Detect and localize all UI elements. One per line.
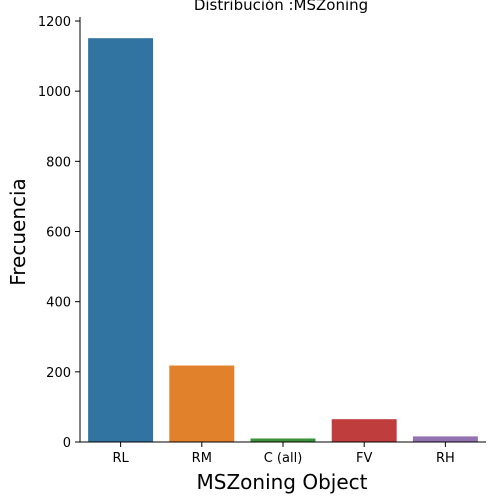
bar-rm: [169, 365, 235, 442]
x-tick-label: RL: [112, 451, 129, 466]
x-tick-label: RH: [436, 451, 455, 466]
x-axis-title: MSZoning Object: [197, 470, 368, 494]
y-tick-label: 400: [46, 296, 71, 311]
y-tick-label: 1000: [38, 85, 71, 100]
bar-rl: [88, 38, 154, 443]
bar-c-all: [250, 438, 316, 442]
chart-title: Distribución :MSZoning: [194, 0, 368, 14]
x-tick-label: C (all): [264, 451, 303, 466]
x-ticks-group: RL RM C (all) FV RH: [112, 442, 455, 466]
y-tick-label: 600: [46, 226, 71, 241]
y-ticks-group: 0 200 400 600 800 1000 1200: [38, 15, 80, 451]
bars-group: [88, 38, 478, 443]
bar-fv: [331, 419, 397, 442]
y-tick-label: 0: [63, 436, 71, 451]
y-tick-label: 1200: [38, 15, 71, 30]
y-axis-title: Frecuencia: [6, 178, 30, 286]
x-tick-label: FV: [356, 451, 372, 466]
bar-rh: [412, 436, 478, 442]
x-tick-label: RM: [192, 451, 212, 466]
y-tick-label: 200: [46, 366, 71, 381]
y-tick-label: 800: [46, 155, 71, 170]
